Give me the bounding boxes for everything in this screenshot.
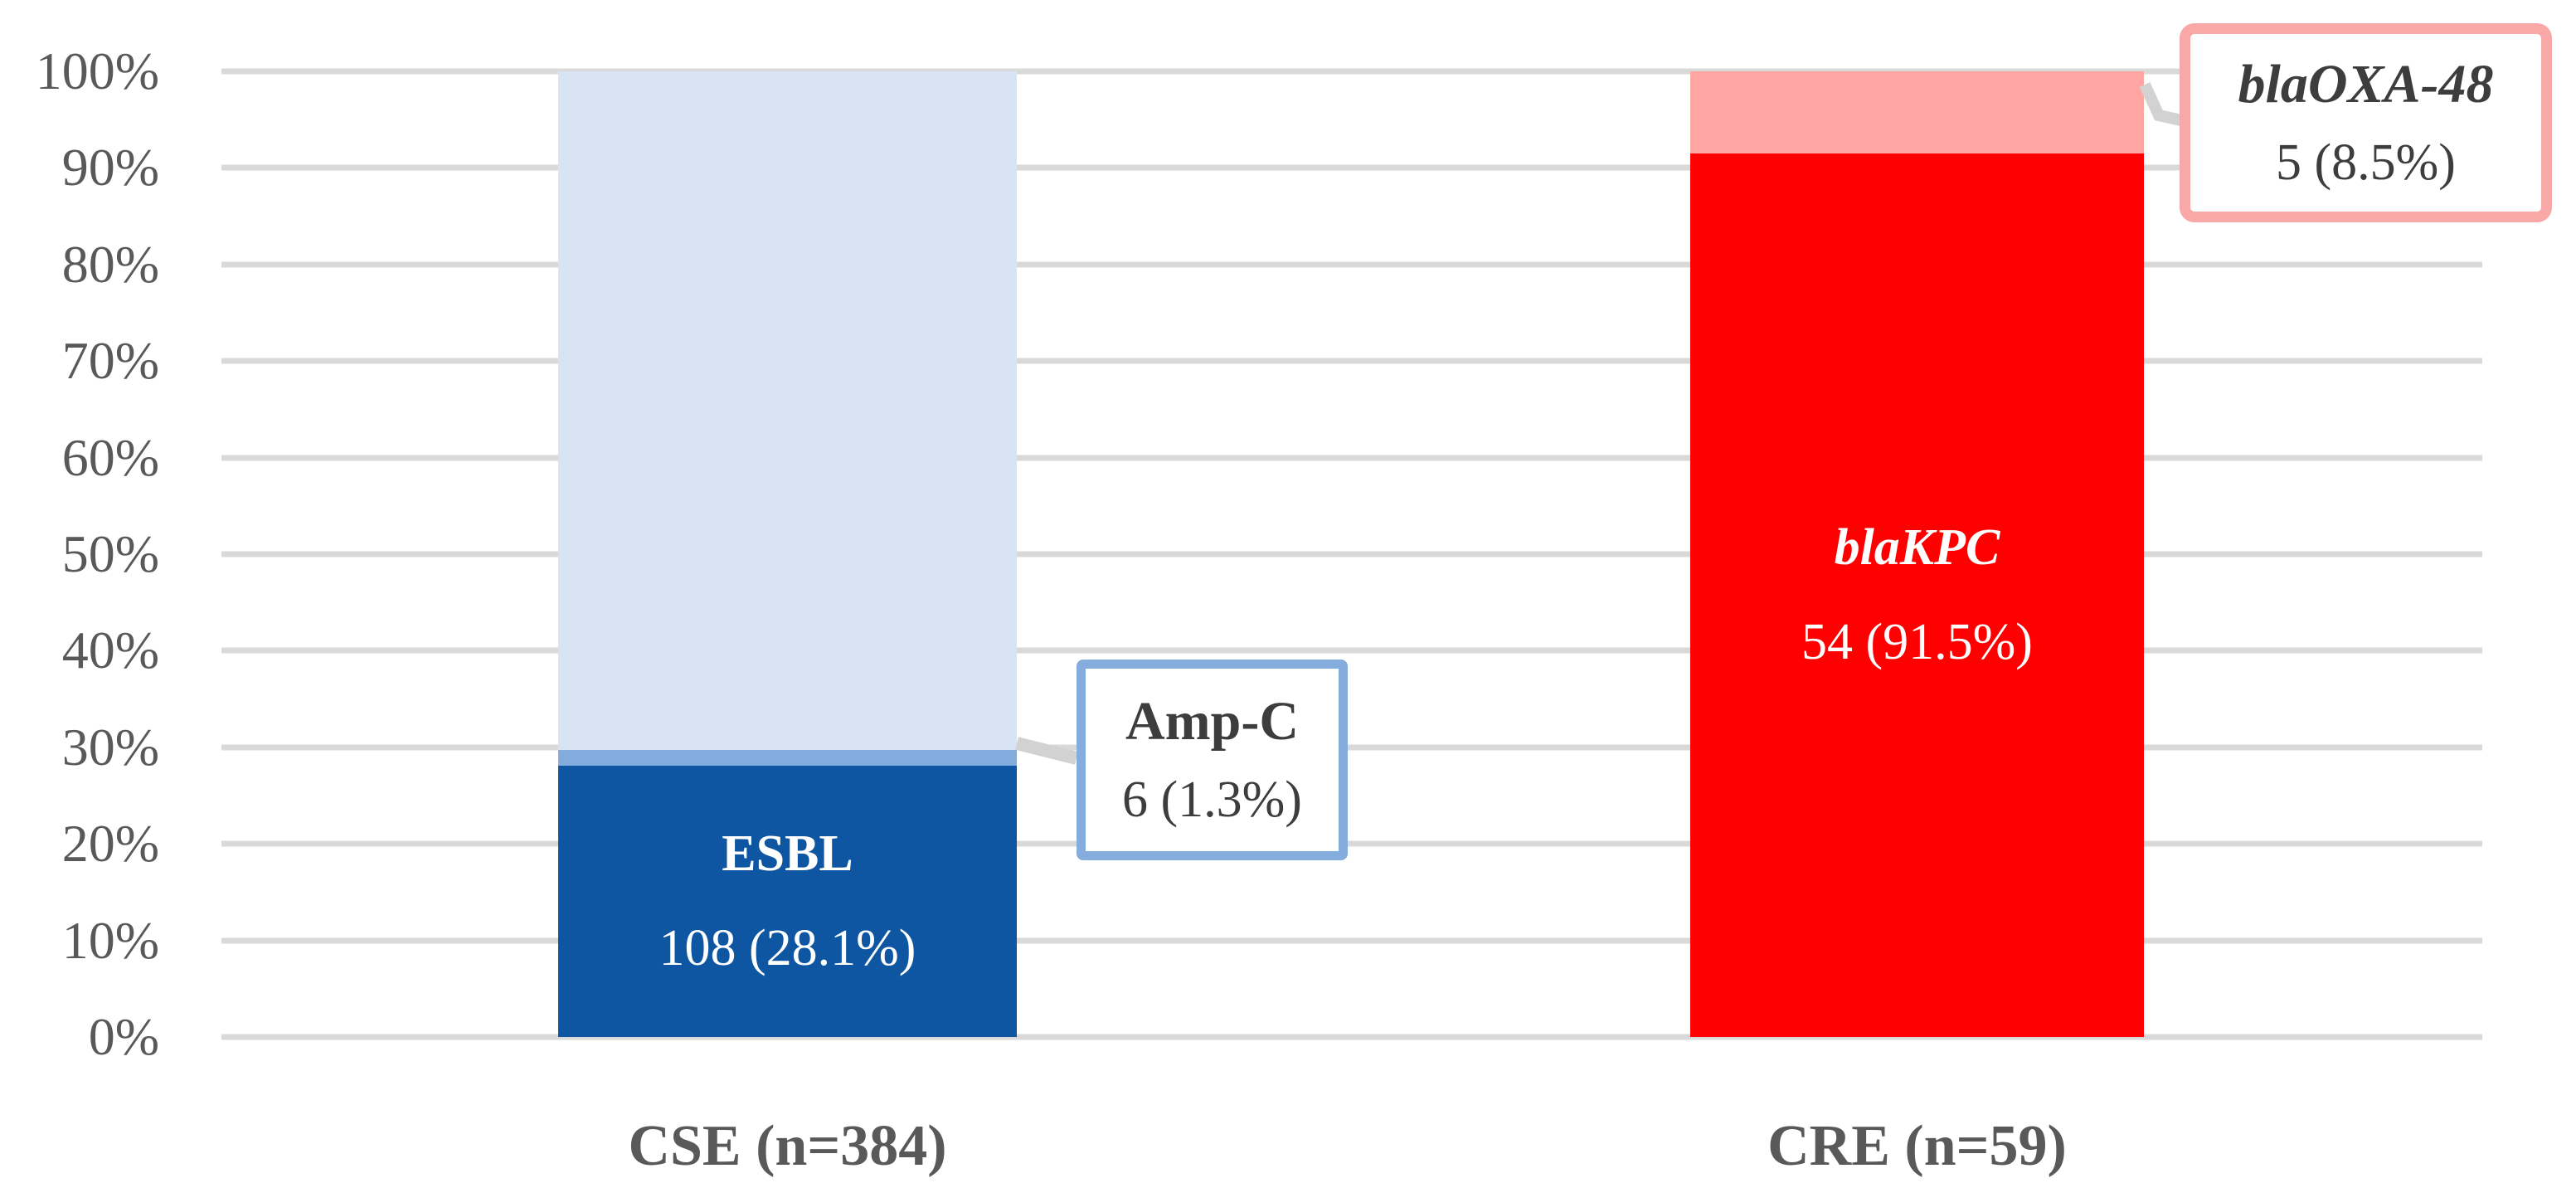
category-label-cse: CSE (n=384) [628,1114,947,1178]
gridline-80 [221,261,2482,268]
bar-cre: blaKPC 54 (91.5%) [1690,71,2144,1037]
gridline-10 [221,937,2482,944]
segment-ampc [558,750,1017,766]
gridline-100 [221,68,2482,75]
y-tick-70: 70% [61,331,159,390]
y-tick-90: 90% [61,138,159,197]
gridline-70 [221,358,2482,364]
y-tick-0: 0% [88,1007,159,1066]
y-tick-20: 20% [61,814,159,873]
gridline-40 [221,647,2482,654]
ampc-callout-value: 6 (1.3%) [1122,772,1302,828]
y-tick-30: 30% [61,718,159,776]
gridline-30 [221,744,2482,751]
segment-blaoxa48 [1690,71,2144,153]
oxa48-callout-value: 5 (8.5%) [2276,134,2456,191]
gridline-20 [221,840,2482,847]
ampc-callout-title: Amp-C [1125,691,1299,752]
oxa48-callout-title: blaOXA-48 [2238,54,2494,114]
segment-cse-remainder [558,71,1017,751]
y-tick-10: 10% [61,911,159,970]
y-tick-100: 100% [35,41,159,100]
esbl-data-label: ESBL 108 (28.1%) [659,828,916,974]
segment-esbl: ESBL 108 (28.1%) [558,765,1017,1037]
gridline-0-axis [221,1034,2482,1040]
category-label-cre: CRE (n=59) [1767,1114,2067,1178]
y-tick-40: 40% [61,621,159,679]
oxa48-callout-box: blaOXA-48 5 (8.5%) [2180,23,2552,222]
gridline-60 [221,455,2482,461]
bar-cse: ESBL 108 (28.1%) [558,71,1017,1037]
blakpc-label-value: 54 (91.5%) [1801,614,2033,671]
esbl-label-name: ESBL [722,825,853,883]
y-tick-80: 80% [61,235,159,294]
y-tick-60: 60% [61,428,159,487]
ampc-callout-box: Amp-C 6 (1.3%) [1077,660,1348,860]
gridline-90 [221,164,2482,171]
esbl-label-value: 108 (28.1%) [659,920,916,977]
y-tick-50: 50% [61,524,159,583]
blakpc-data-label: blaKPC 54 (91.5%) [1801,522,2033,668]
gridline-50 [221,551,2482,557]
oxa48-leader-line [2139,82,2183,126]
blakpc-label-name: blaKPC [1834,519,2000,577]
segment-blakpc: blaKPC 54 (91.5%) [1690,153,2144,1037]
